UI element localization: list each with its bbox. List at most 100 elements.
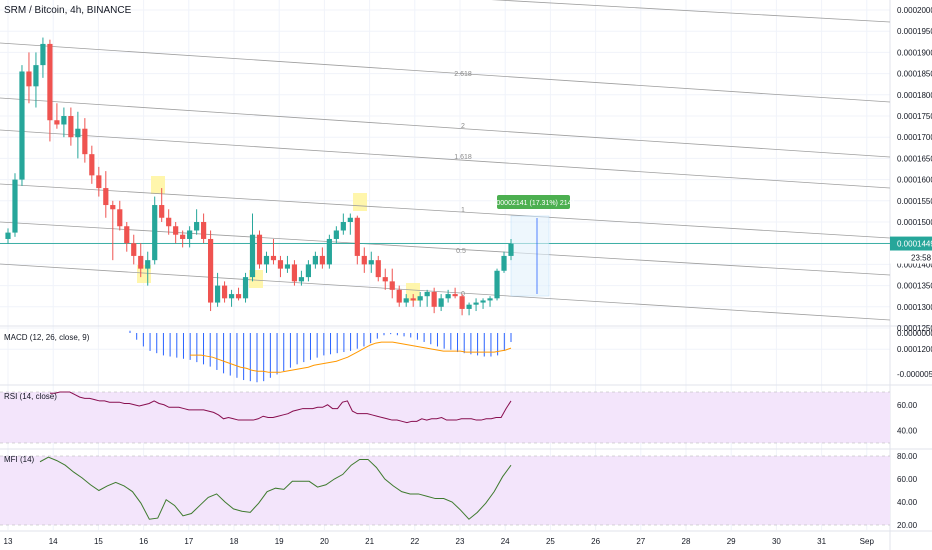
regression-channel: 2.618 2 1.618 1 0.5 0 bbox=[0, 0, 891, 321]
rsi-title: RSI (14, close) bbox=[4, 392, 57, 401]
x-tick-label: 18 bbox=[230, 537, 239, 546]
rsi-band bbox=[0, 392, 890, 443]
price-tick-label: 0.00013000 bbox=[897, 303, 932, 312]
candle-body bbox=[61, 116, 67, 125]
candle-body bbox=[256, 234, 263, 265]
channel-line bbox=[0, 263, 891, 321]
candle-body bbox=[145, 260, 151, 269]
candle-body bbox=[173, 226, 179, 235]
fib-level-label: 2 bbox=[461, 123, 465, 130]
x-tick-label: 29 bbox=[727, 537, 736, 546]
rsi-axis-label: 60.00 bbox=[897, 401, 918, 410]
candle-body bbox=[445, 294, 451, 299]
candle-body bbox=[68, 116, 74, 138]
channel-line bbox=[0, 42, 891, 103]
macd-axis-label: -0.00000500 bbox=[897, 370, 932, 379]
candle-body bbox=[166, 217, 172, 227]
highlight-box bbox=[353, 193, 367, 211]
candle-body bbox=[459, 296, 465, 309]
price-range-measure: 0.00002141 (17.31%) 2141 bbox=[491, 195, 576, 297]
candle-body bbox=[124, 226, 130, 244]
current-price-box bbox=[890, 236, 932, 251]
measure-range bbox=[510, 215, 550, 297]
candle-body bbox=[263, 255, 270, 265]
chart-title: SRM / Bitcoin, 4h, BINANCE bbox=[4, 5, 132, 16]
candlestick-series bbox=[5, 37, 514, 316]
x-tick-label: 27 bbox=[636, 537, 645, 546]
candle-body bbox=[382, 277, 388, 282]
x-tick-label: 20 bbox=[320, 537, 329, 546]
countdown-label: 23:58 bbox=[911, 254, 932, 263]
candle-body bbox=[333, 230, 339, 239]
candle-body bbox=[235, 294, 242, 299]
candle-body bbox=[403, 298, 409, 303]
x-tick-label: 25 bbox=[546, 537, 555, 546]
x-tick-label: 14 bbox=[49, 537, 58, 546]
price-tick-label: 0.00016000 bbox=[897, 176, 932, 185]
x-tick-label: 28 bbox=[682, 537, 691, 546]
candle-body bbox=[424, 291, 430, 297]
axes: 13 14 15 16 17 18 19 20 21 22 23 24 25 26 27 28 29 30 31 Se… bbox=[4, 6, 932, 546]
x-tick-label: 31 bbox=[817, 537, 826, 546]
candle-body bbox=[221, 285, 228, 299]
candle-body bbox=[494, 270, 500, 299]
price-tick-label: 0.00016500 bbox=[897, 154, 932, 163]
fib-level-label: 0 bbox=[461, 291, 465, 298]
candle-body bbox=[12, 179, 18, 233]
candle-body bbox=[466, 304, 472, 309]
mfi-axis-label: 60.00 bbox=[897, 475, 918, 484]
candle-body bbox=[194, 222, 200, 231]
macd-title: MACD (12, 26, close, 9) bbox=[4, 333, 90, 342]
candle-body bbox=[291, 264, 298, 282]
candle-body bbox=[152, 205, 158, 261]
x-tick-label: 21 bbox=[365, 537, 374, 546]
price-tick-label: 0.00017000 bbox=[897, 133, 932, 142]
candle-body bbox=[201, 222, 207, 239]
candle-body bbox=[312, 255, 318, 265]
candle-body bbox=[354, 217, 360, 256]
candle-body bbox=[214, 285, 221, 303]
highlight-box bbox=[151, 176, 165, 194]
candle-body bbox=[228, 294, 235, 299]
channel-line bbox=[0, 97, 891, 158]
candle-body bbox=[249, 234, 256, 278]
x-tick-label: 24 bbox=[501, 537, 510, 546]
candle-body bbox=[75, 128, 81, 138]
x-tick-label: 30 bbox=[772, 537, 781, 546]
candle-body bbox=[298, 277, 305, 282]
price-tick-label: 0.00015500 bbox=[897, 197, 932, 206]
candle-body bbox=[452, 294, 458, 297]
candle-body bbox=[270, 255, 277, 261]
candle-body bbox=[487, 298, 493, 301]
candle-body bbox=[501, 255, 507, 271]
candle-body bbox=[131, 243, 137, 256]
price-tick-label: 0.00013500 bbox=[897, 282, 932, 291]
x-tick-label: 15 bbox=[94, 537, 103, 546]
mfi-axis-label: 80.00 bbox=[897, 452, 918, 461]
x-tick-label: 17 bbox=[184, 537, 193, 546]
x-tick-label: 23 bbox=[456, 537, 465, 546]
price-tick-label: 0.00018500 bbox=[897, 70, 932, 79]
price-tick-label: 0.00018000 bbox=[897, 91, 932, 100]
candle-body bbox=[375, 260, 381, 278]
candle-body bbox=[417, 296, 423, 301]
candle-body bbox=[54, 120, 60, 125]
rsi-pane: 60.00 40.00 bbox=[0, 391, 918, 444]
candle-body bbox=[103, 188, 109, 206]
candle-body bbox=[180, 234, 186, 239]
price-tick-label: 0.00020000 bbox=[897, 6, 932, 15]
candle-body bbox=[19, 71, 25, 180]
candle-body bbox=[187, 230, 193, 239]
macd-axis-label: 0.00000000 bbox=[897, 329, 932, 338]
candle-body bbox=[47, 43, 53, 121]
candle-body bbox=[89, 154, 95, 176]
rsi-line bbox=[50, 391, 512, 424]
candle-body bbox=[347, 217, 353, 222]
mfi-pane: 80.00 60.00 40.00 20.00 bbox=[0, 452, 918, 530]
current-price-label: 0.00014491 bbox=[897, 240, 932, 249]
fib-level-label: 1.618 bbox=[454, 154, 472, 161]
rsi-axis-label: 40.00 bbox=[897, 426, 918, 435]
channel-line bbox=[491, 0, 891, 23]
macd-signal-line bbox=[190, 341, 512, 373]
